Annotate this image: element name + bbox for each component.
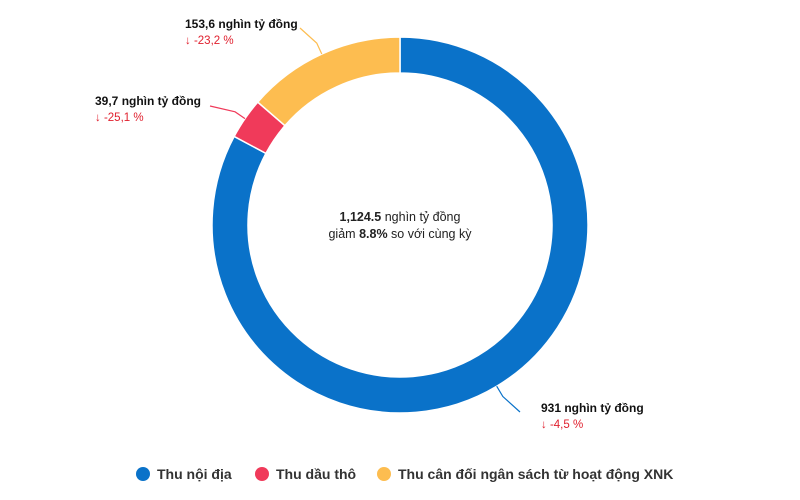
legend-marker-thu-dau-tho [255, 467, 269, 481]
value-label-thu-dau-tho: 39,7 nghìn tỷ đồng [95, 94, 201, 108]
leader-line-thu-dau-tho [209, 105, 246, 120]
donut-slices [211, 36, 589, 414]
legend-label-thu-noi-dia: Thu nội địa [157, 466, 232, 482]
change-label-thu-noi-dia: ↓ -4,5 % [541, 419, 583, 431]
value-label-thu-noi-dia: 931 nghìn tỷ đồng [541, 401, 644, 415]
slice-thu-can-doi-ngan-sach-tu-hoat-dong-xnk [256, 36, 401, 127]
leader-line-thu-noi-dia [496, 385, 521, 413]
leader-lines [209, 27, 521, 413]
slice-thu-noi-dia [211, 36, 589, 414]
legend-marker-thu-noi-dia [136, 467, 150, 481]
center-change: giảm 8.8% so với cùng kỳ [328, 227, 472, 241]
legend-marker-thu-can-doi-ngan-sach-tu-hoat-dong-xnk [377, 467, 391, 481]
legend-item-thu-can-doi-ngan-sach-tu-hoat-dong-xnk[interactable]: Thu cân đối ngân sách từ hoạt động XNK [377, 466, 673, 482]
legend-label-thu-dau-tho: Thu dầu thô [276, 466, 356, 482]
value-label-thu-can-doi-ngan-sach-tu-hoat-dong-xnk: 153,6 nghìn tỷ đồng [185, 17, 298, 31]
change-label-thu-dau-tho: ↓ -25,1 % [95, 112, 144, 124]
data-labels: 931 nghìn tỷ đồng ↓ -4,5 % 39,7 nghìn tỷ đ… [95, 17, 644, 431]
legend-item-thu-noi-dia[interactable]: Thu nội địa [136, 466, 232, 482]
legend-label-thu-can-doi-ngan-sach-tu-hoat-dong-xnk: Thu cân đối ngân sách từ hoạt động XNK [398, 466, 673, 482]
legend-item-thu-dau-tho[interactable]: Thu dầu thô [255, 466, 356, 482]
leader-line-thu-can-doi-ngan-sach-tu-hoat-dong-xnk [299, 27, 323, 55]
legend: Thu nội địa Thu dầu thô Thu cân đối ngân s… [136, 466, 673, 482]
change-label-thu-can-doi-ngan-sach-tu-hoat-dong-xnk: ↓ -23,2 % [185, 35, 234, 47]
center-total: 1,124.5 nghìn tỷ đồng [340, 210, 461, 224]
